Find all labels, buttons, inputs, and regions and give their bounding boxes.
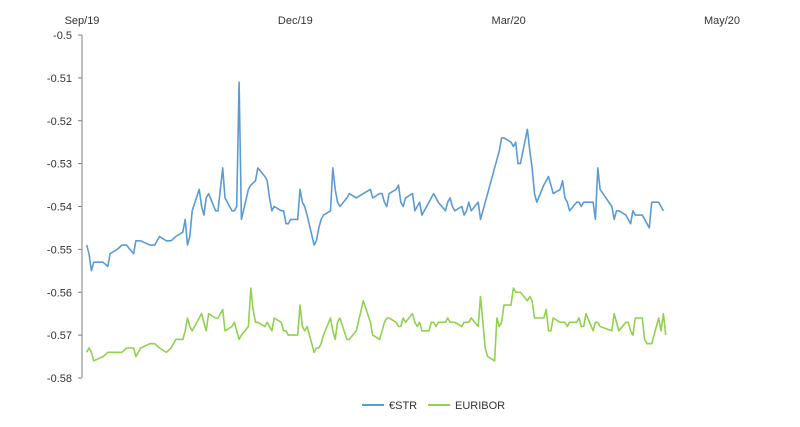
x-tick-label: May/20 [704, 15, 740, 27]
legend-label-euribor: EURIBOR [455, 400, 505, 412]
x-tick-label: Sep/19 [65, 15, 100, 27]
y-tick-label: -0.54 [47, 202, 72, 214]
series-line-estr [85, 81, 665, 272]
y-tick-label: -0.55 [47, 244, 72, 256]
legend: €STR EURIBOR [362, 400, 505, 412]
series-layer [85, 81, 667, 362]
x-tick-label: Dec/19 [278, 15, 313, 27]
series-line-euribor [85, 287, 667, 362]
x-axis-ticks: Sep/19 Dec/19 Mar/20 May/20 [65, 15, 740, 27]
y-tick-label: -0.58 [47, 373, 72, 385]
y-tick-label: -0.56 [47, 287, 72, 299]
y-tick-label: -0.53 [47, 159, 72, 171]
y-tick-label: -0.52 [47, 116, 72, 128]
y-tick-label: -0.57 [47, 330, 72, 342]
y-tick-label: -0.51 [47, 73, 72, 85]
legend-label-estr: €STR [389, 400, 417, 412]
y-tick-label: -0.5 [53, 30, 72, 42]
y-axis-ticks: -0.5 -0.51 -0.52 -0.53 -0.54 -0.55 -0.56 -0.57 -… [47, 30, 82, 385]
x-tick-label: Mar/20 [492, 15, 526, 27]
